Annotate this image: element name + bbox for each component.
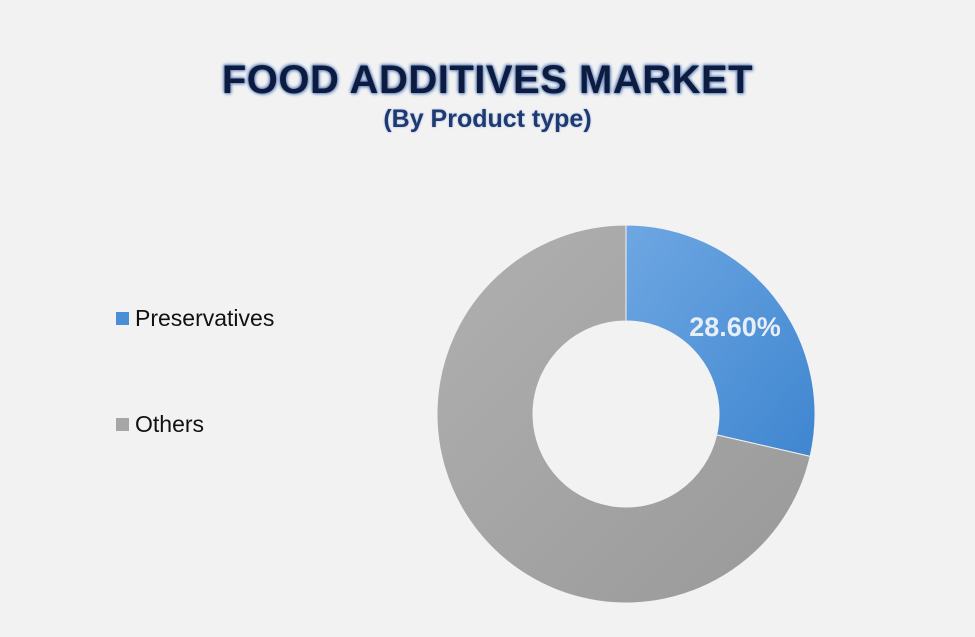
legend-label-others: Others [135, 410, 205, 437]
legend: Preservatives Others [116, 300, 274, 442]
chart-title: FOOD ADDITIVES MARKET [221, 58, 754, 102]
legend-label-preservatives: Preservatives [135, 304, 275, 331]
chart-subtitle: (By Product type) [383, 105, 592, 133]
legend-item-others: Others [116, 406, 274, 442]
legend-item-preservatives: Preservatives [116, 300, 274, 336]
donut-slice-others [436, 224, 811, 604]
donut-slice-preservatives [625, 224, 816, 457]
donut-slices [436, 224, 816, 604]
data-label-preservatives: 28.60% [689, 312, 781, 342]
legend-swatch-preservatives [116, 311, 129, 325]
legend-swatch-others [116, 417, 129, 431]
